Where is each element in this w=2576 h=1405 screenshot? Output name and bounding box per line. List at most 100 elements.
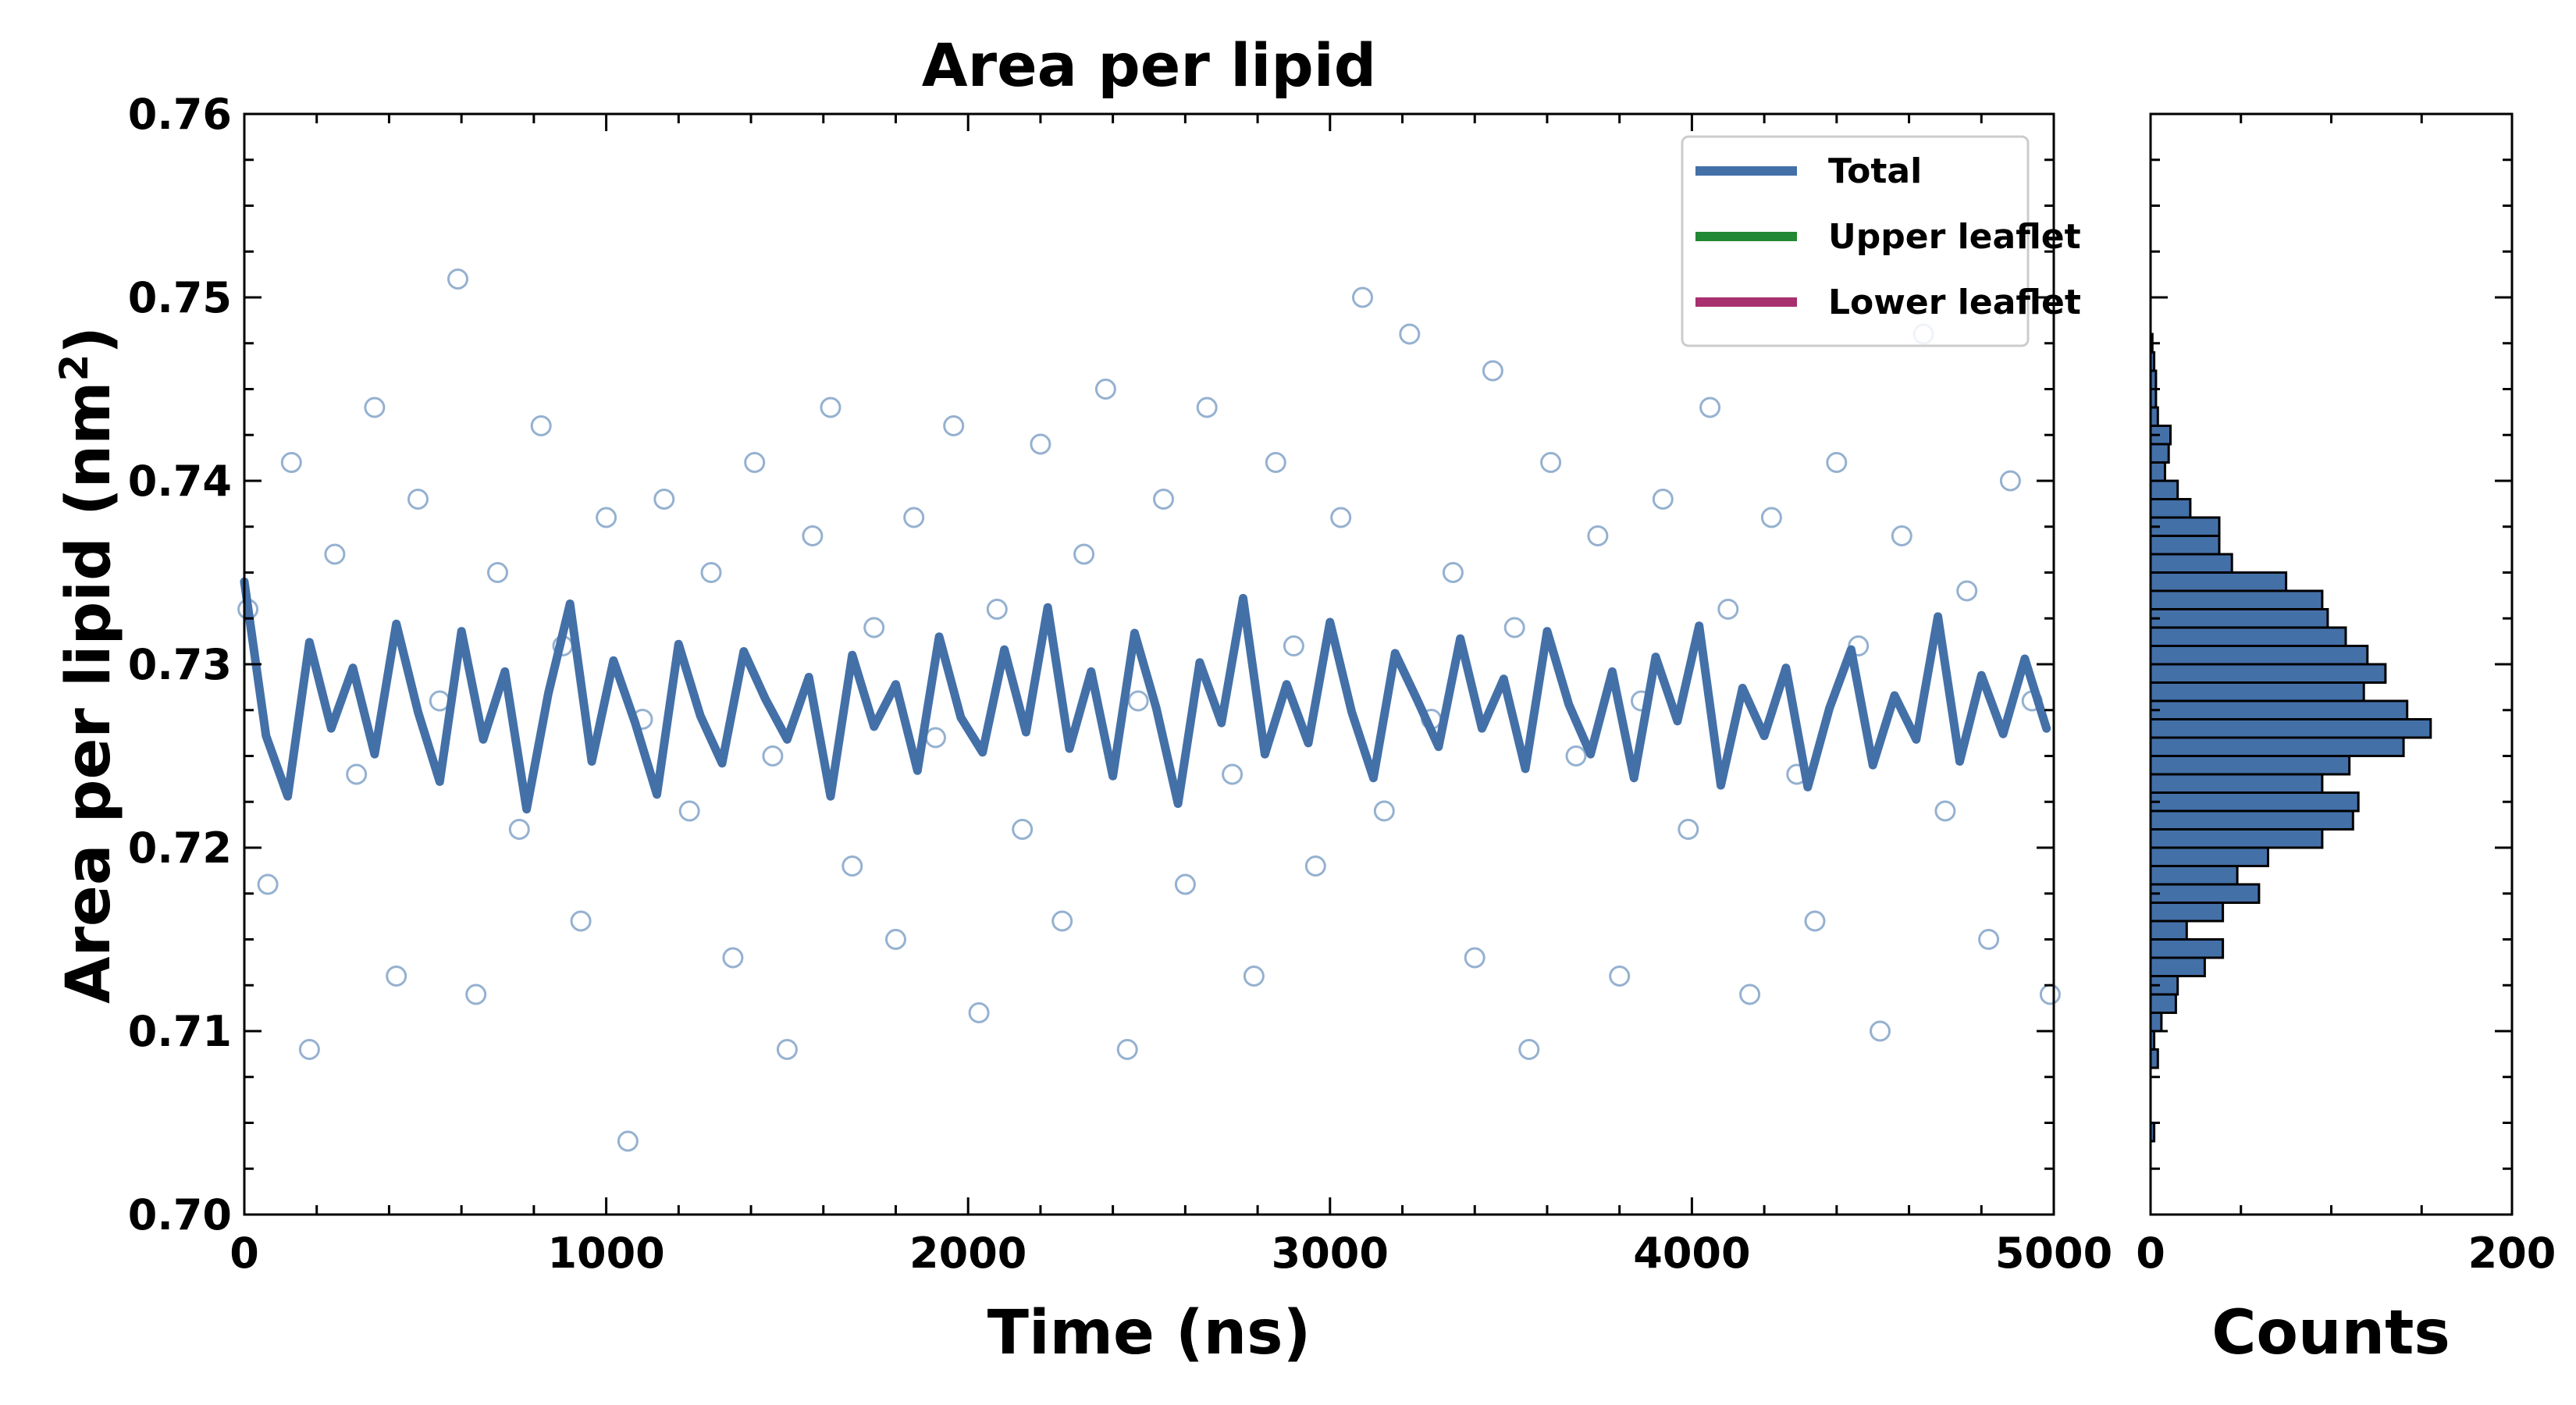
histogram-bar — [2149, 773, 2324, 794]
histogram-bar — [2149, 571, 2288, 592]
x-tick-label: 3000 — [1272, 1229, 1389, 1278]
histogram-bar — [2149, 645, 2369, 666]
scatter-point — [820, 397, 841, 418]
scatter-point — [802, 525, 824, 546]
scatter-point — [1978, 929, 2000, 950]
histogram-bar — [2149, 663, 2387, 684]
scatter-point — [700, 562, 722, 583]
scatter-point — [324, 543, 346, 565]
x-tick-label: 1000 — [547, 1229, 664, 1278]
scatter-point — [1051, 910, 1073, 932]
legend-box — [1681, 135, 2030, 347]
histogram-x-axis-label: Counts — [2211, 1298, 2450, 1368]
scatter-point — [487, 562, 508, 583]
histogram-bar — [2149, 553, 2233, 574]
scatter-point — [1678, 819, 1699, 840]
legend-label: Total — [1828, 151, 1922, 191]
scatter-point — [1956, 580, 1978, 602]
scatter-point — [1330, 507, 1352, 528]
main-axis-ticks: 0 1000 2000 3000 4000 5000 0.70 0.71 0.72 0.73 0.7… — [128, 90, 2112, 1278]
histogram-bar — [2149, 1012, 2163, 1033]
histogram-x-tick-label: 0 — [2136, 1229, 2165, 1278]
histogram-bar — [2149, 846, 2269, 867]
scatter-point — [1399, 323, 1421, 345]
scatter-point — [1739, 984, 1761, 1005]
scatter-point — [257, 873, 279, 895]
scatter-point — [1826, 452, 1848, 473]
scatter-point — [1127, 690, 1149, 712]
y-tick-label: 0.74 — [128, 457, 232, 506]
scatter-point — [1094, 379, 1116, 400]
scatter-point — [678, 800, 700, 822]
y-tick-label: 0.76 — [128, 90, 232, 139]
scatter-point — [1196, 397, 1218, 418]
scatter-point — [1073, 543, 1095, 565]
histogram-bar — [2149, 809, 2354, 831]
scatter-point — [1804, 910, 1826, 932]
histogram-bar — [2149, 443, 2170, 464]
scatter-point — [447, 269, 468, 290]
histogram-bar — [2149, 516, 2221, 537]
scatter-point — [1304, 855, 1326, 877]
x-tick-label: 5000 — [1995, 1229, 2112, 1278]
histogram-bar — [2149, 626, 2347, 647]
legend-label: Upper leaflet — [1828, 217, 2081, 257]
scatter-point — [885, 929, 906, 950]
scatter-point — [1999, 470, 2021, 492]
y-axis-label-close: ) — [54, 326, 124, 354]
scatter-point — [1243, 966, 1265, 987]
scatter-point — [508, 819, 530, 840]
scatter-point — [722, 947, 744, 969]
histogram-bar — [2149, 535, 2221, 556]
histogram-bar — [2149, 791, 2360, 813]
histogram-bar — [2149, 938, 2225, 959]
scatter-point — [1153, 489, 1174, 510]
scatter-point — [1482, 360, 1503, 382]
scatter-point — [407, 489, 429, 510]
scatter-point — [1540, 452, 1562, 473]
scatter-point — [1699, 397, 1721, 418]
scatter-point — [776, 1039, 798, 1060]
histogram-bar — [2149, 828, 2324, 849]
scatter-point — [346, 763, 368, 785]
scatter-point — [1760, 507, 1782, 528]
scatter-point — [1012, 819, 1034, 840]
histogram-bar — [2149, 736, 2405, 757]
line-layer — [240, 577, 2051, 814]
histogram-bar — [2149, 865, 2239, 886]
scatter-point — [1373, 800, 1395, 822]
legend-items: Total Upper leaflet Lower leaflet — [1695, 151, 2081, 322]
histogram-bar — [2149, 919, 2188, 941]
x-tick-label: 0 — [229, 1229, 259, 1278]
scatter-point — [903, 507, 925, 528]
x-axis-label: Time (ns) — [987, 1298, 1311, 1368]
scatter-point — [386, 966, 407, 987]
scatter-point — [1030, 433, 1051, 455]
scatter-point — [1518, 1039, 1540, 1060]
histogram-bar — [2149, 883, 2261, 904]
histogram-bar — [2149, 681, 2365, 702]
histogram-bar — [2149, 699, 2409, 720]
scatter-point — [1609, 966, 1631, 987]
histogram-bar — [2149, 461, 2166, 482]
scatter-point — [280, 452, 302, 473]
y-tick-label: 0.71 — [128, 1007, 232, 1056]
scatter-point — [1116, 1039, 1138, 1060]
scatter-point — [744, 452, 766, 473]
histogram-bar — [2149, 608, 2329, 629]
main-plot-area: 0 1000 2000 3000 4000 5000 0.70 0.71 0.72 0.73 0.7… — [128, 90, 2112, 1278]
scatter-point — [1503, 617, 1525, 638]
scatter-point — [1265, 452, 1286, 473]
histogram-bar — [2149, 956, 2206, 977]
y-tick-label: 0.75 — [128, 273, 232, 322]
scatter-point — [364, 397, 386, 418]
scatter-point — [530, 415, 552, 436]
histogram-bars — [2149, 333, 2432, 1143]
histogram-x-tick-label: 200 — [2468, 1229, 2556, 1278]
histogram-bar — [2149, 902, 2225, 923]
x-tick-label: 4000 — [1633, 1229, 1750, 1278]
scatter-point — [1464, 947, 1485, 969]
series-line-total — [240, 577, 2051, 814]
scatter-point — [968, 1002, 990, 1023]
histogram-bar — [2149, 479, 2179, 500]
